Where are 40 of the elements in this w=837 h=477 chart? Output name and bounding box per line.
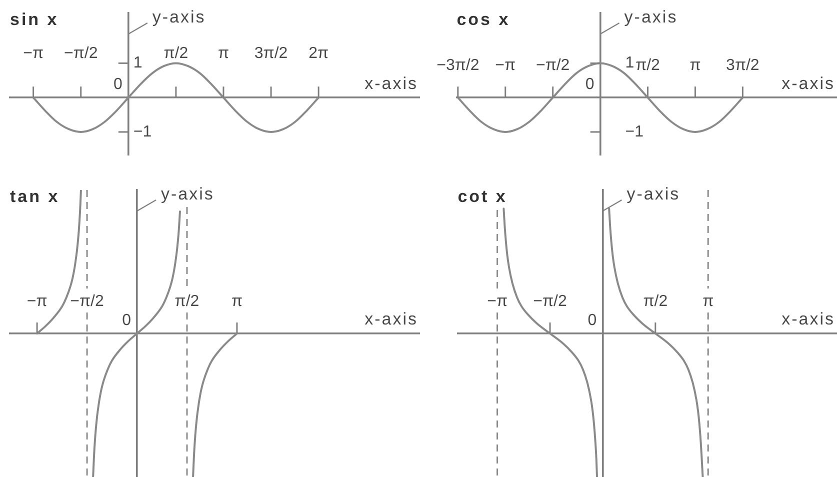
x-tick-label: −π/2 — [533, 292, 567, 310]
y-axis-title: y-axis — [161, 184, 214, 204]
x-tick-label: π — [218, 44, 229, 62]
y-axis-title: y-axis — [152, 8, 206, 27]
x-tick-label: 3π/2 — [726, 56, 760, 74]
x-tick-label: 3π/2 — [254, 44, 288, 62]
chart-title: cos x — [456, 10, 510, 30]
y-tick-label: 1 — [625, 54, 634, 72]
x-tick-label: π/2 — [174, 292, 200, 310]
chart-title: tan x — [10, 187, 60, 206]
annotation: 0 — [588, 312, 597, 329]
x-tick-label: −π — [495, 56, 516, 74]
chart-title: sin x — [10, 10, 59, 30]
x-tick-label: −π — [23, 44, 44, 62]
x-tick-label: π — [702, 292, 714, 310]
y-tick-label: 1 — [133, 54, 142, 72]
annotation: 0 — [122, 312, 132, 329]
x-tick-label: −π — [26, 292, 48, 310]
x-axis-title: x-axis — [364, 74, 418, 93]
y-axis-title: y-axis — [626, 184, 680, 204]
x-tick-label: −π/2 — [536, 56, 570, 74]
chart-title: cot x — [458, 187, 508, 206]
x-tick-label: π/2 — [636, 56, 660, 74]
x-tick-label: 2π — [308, 44, 329, 62]
annotation: 0 — [113, 76, 122, 93]
x-tick-label: π/2 — [643, 292, 668, 310]
x-axis-title: x-axis — [364, 310, 418, 329]
x-tick-label: π/2 — [164, 44, 188, 62]
x-tick-label: −3π/2 — [436, 56, 480, 74]
x-tick-label: −π/2 — [70, 292, 104, 310]
y-tick-label: −1 — [625, 123, 644, 140]
x-axis-title: x-axis — [782, 74, 835, 93]
x-tick-label: −π/2 — [64, 44, 98, 62]
annotation: 0 — [585, 76, 594, 93]
x-tick-label: π — [231, 292, 242, 310]
y-tick-label: −1 — [133, 123, 152, 140]
y-axis-title: y-axis — [624, 8, 678, 27]
x-tick-label: −π — [487, 292, 508, 310]
x-tick-label: π — [690, 56, 701, 74]
x-axis-title: x-axis — [782, 310, 835, 329]
